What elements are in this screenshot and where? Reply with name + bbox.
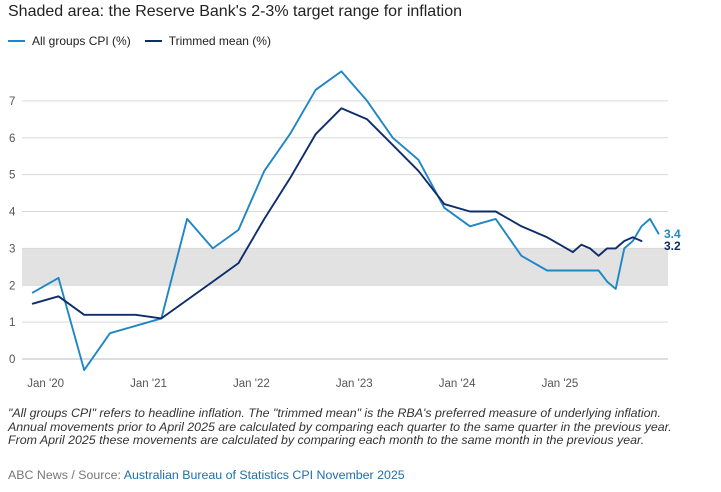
data-point-trimmed-mean[interactable]: [544, 234, 550, 240]
data-point-all-groups-cpi[interactable]: [544, 268, 550, 274]
y-tick-label: 7: [9, 96, 15, 108]
data-point-trimmed-mean[interactable]: [493, 209, 499, 215]
data-point-all-groups-cpi[interactable]: [30, 290, 36, 296]
data-point-all-groups-cpi[interactable]: [518, 253, 524, 259]
data-point-trimmed-mean[interactable]: [578, 242, 584, 248]
data-point-trimmed-mean[interactable]: [587, 245, 593, 251]
target-range-band: [22, 248, 668, 286]
data-point-all-groups-cpi[interactable]: [236, 227, 242, 233]
data-point-trimmed-mean[interactable]: [313, 131, 319, 137]
data-point-trimmed-mean[interactable]: [570, 249, 576, 255]
chart-legend: All groups CPI (%) Trimmed mean (%): [8, 34, 285, 48]
data-point-all-groups-cpi[interactable]: [604, 279, 610, 285]
legend-swatch-all-groups-cpi: [8, 40, 25, 42]
data-point-trimmed-mean[interactable]: [56, 293, 62, 299]
y-tick-label: 4: [9, 207, 16, 219]
x-tick-label: Jan '23: [336, 378, 373, 390]
data-point-all-groups-cpi[interactable]: [81, 367, 87, 373]
y-tick-label: 5: [9, 170, 15, 182]
series-line-all-groups-cpi[interactable]: [31, 70, 660, 372]
data-point-all-groups-cpi[interactable]: [261, 168, 267, 174]
legend-item-trimmed-mean[interactable]: Trimmed mean (%): [144, 34, 271, 48]
data-point-trimmed-mean[interactable]: [210, 279, 216, 285]
data-point-all-groups-cpi[interactable]: [656, 231, 662, 237]
data-point-all-groups-cpi[interactable]: [467, 223, 473, 229]
data-point-trimmed-mean[interactable]: [596, 253, 602, 259]
data-point-trimmed-mean[interactable]: [158, 315, 164, 321]
data-point-trimmed-mean[interactable]: [467, 209, 473, 215]
data-point-trimmed-mean[interactable]: [107, 312, 113, 318]
x-tick-label: Jan '21: [130, 378, 167, 390]
data-point-trimmed-mean[interactable]: [518, 223, 524, 229]
data-point-trimmed-mean[interactable]: [630, 234, 636, 240]
series-line-trimmed-mean[interactable]: [31, 107, 643, 320]
data-point-all-groups-cpi[interactable]: [613, 286, 619, 292]
y-tick-label: 2: [9, 280, 15, 292]
chart-note: "All groups CPI" refers to headline infl…: [8, 406, 672, 448]
data-point-trimmed-mean[interactable]: [261, 216, 267, 222]
data-point-all-groups-cpi[interactable]: [313, 87, 319, 93]
data-point-trimmed-mean[interactable]: [338, 105, 344, 111]
data-point-trimmed-mean[interactable]: [236, 260, 242, 266]
data-point-trimmed-mean[interactable]: [604, 245, 610, 251]
y-tick-label: 6: [9, 133, 15, 145]
end-value-label-all-groups-cpi: 3.4: [664, 227, 681, 241]
data-point-all-groups-cpi[interactable]: [107, 330, 113, 336]
x-tick-label: Jan '24: [439, 378, 476, 390]
data-point-all-groups-cpi[interactable]: [210, 245, 216, 251]
data-point-trimmed-mean[interactable]: [287, 175, 293, 181]
data-point-trimmed-mean[interactable]: [184, 297, 190, 303]
data-point-all-groups-cpi[interactable]: [338, 68, 344, 74]
data-point-all-groups-cpi[interactable]: [416, 157, 422, 163]
data-point-trimmed-mean[interactable]: [133, 312, 139, 318]
x-tick-label: Jan '25: [542, 378, 579, 390]
legend-swatch-trimmed-mean: [144, 40, 162, 42]
data-point-trimmed-mean[interactable]: [621, 238, 627, 244]
data-point-all-groups-cpi[interactable]: [287, 131, 293, 137]
legend-label-trimmed-mean: Trimmed mean (%): [168, 34, 271, 48]
data-point-all-groups-cpi[interactable]: [56, 275, 62, 281]
end-value-label-trimmed-mean: 3.2: [664, 239, 681, 253]
data-point-trimmed-mean[interactable]: [639, 238, 645, 244]
source-link[interactable]: Australian Bureau of Statistics CPI Nove…: [123, 468, 405, 482]
chart-footer: ABC News / Source: Australian Bureau of …: [8, 468, 405, 482]
data-point-trimmed-mean[interactable]: [416, 168, 422, 174]
data-point-all-groups-cpi[interactable]: [184, 216, 190, 222]
y-tick-label: 3: [9, 243, 15, 255]
legend-item-all-groups-cpi[interactable]: All groups CPI (%): [8, 34, 131, 48]
footer-credit: ABC News / Source:: [8, 468, 124, 482]
data-point-all-groups-cpi[interactable]: [364, 98, 370, 104]
y-tick-label: 0: [9, 354, 15, 366]
data-point-all-groups-cpi[interactable]: [390, 135, 396, 141]
data-point-trimmed-mean[interactable]: [30, 301, 36, 307]
data-point-all-groups-cpi[interactable]: [639, 223, 645, 229]
data-point-trimmed-mean[interactable]: [364, 116, 370, 122]
data-point-trimmed-mean[interactable]: [81, 312, 87, 318]
data-point-all-groups-cpi[interactable]: [596, 268, 602, 274]
chart-title: Shaded area: the Reserve Bank's 2-3% tar…: [8, 3, 462, 20]
data-point-trimmed-mean[interactable]: [613, 245, 619, 251]
data-point-all-groups-cpi[interactable]: [570, 268, 576, 274]
data-point-trimmed-mean[interactable]: [441, 201, 447, 207]
data-point-all-groups-cpi[interactable]: [621, 245, 627, 251]
data-point-all-groups-cpi[interactable]: [647, 216, 653, 222]
x-tick-label: Jan '22: [233, 378, 270, 390]
data-point-all-groups-cpi[interactable]: [493, 216, 499, 222]
x-tick-label: Jan '20: [27, 378, 64, 390]
data-point-all-groups-cpi[interactable]: [133, 323, 139, 329]
data-point-trimmed-mean[interactable]: [390, 142, 396, 148]
legend-label-all-groups-cpi: All groups CPI (%): [32, 34, 131, 48]
y-tick-label: 1: [9, 317, 15, 329]
line-chart: 0 1 2 3 4 5 6 7 Jan '20 Jan '21 Jan '22 Jan '23 Jan …: [9, 68, 681, 390]
